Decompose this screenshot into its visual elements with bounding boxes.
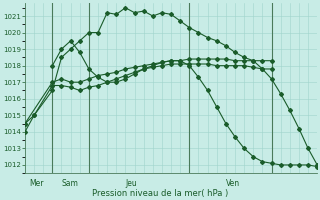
Text: Ven: Ven (226, 179, 240, 188)
Text: Jeu: Jeu (125, 179, 137, 188)
Text: Sam: Sam (61, 179, 78, 188)
Text: Pression niveau de la mer( hPa ): Pression niveau de la mer( hPa ) (92, 189, 228, 198)
Text: Mer: Mer (29, 179, 44, 188)
